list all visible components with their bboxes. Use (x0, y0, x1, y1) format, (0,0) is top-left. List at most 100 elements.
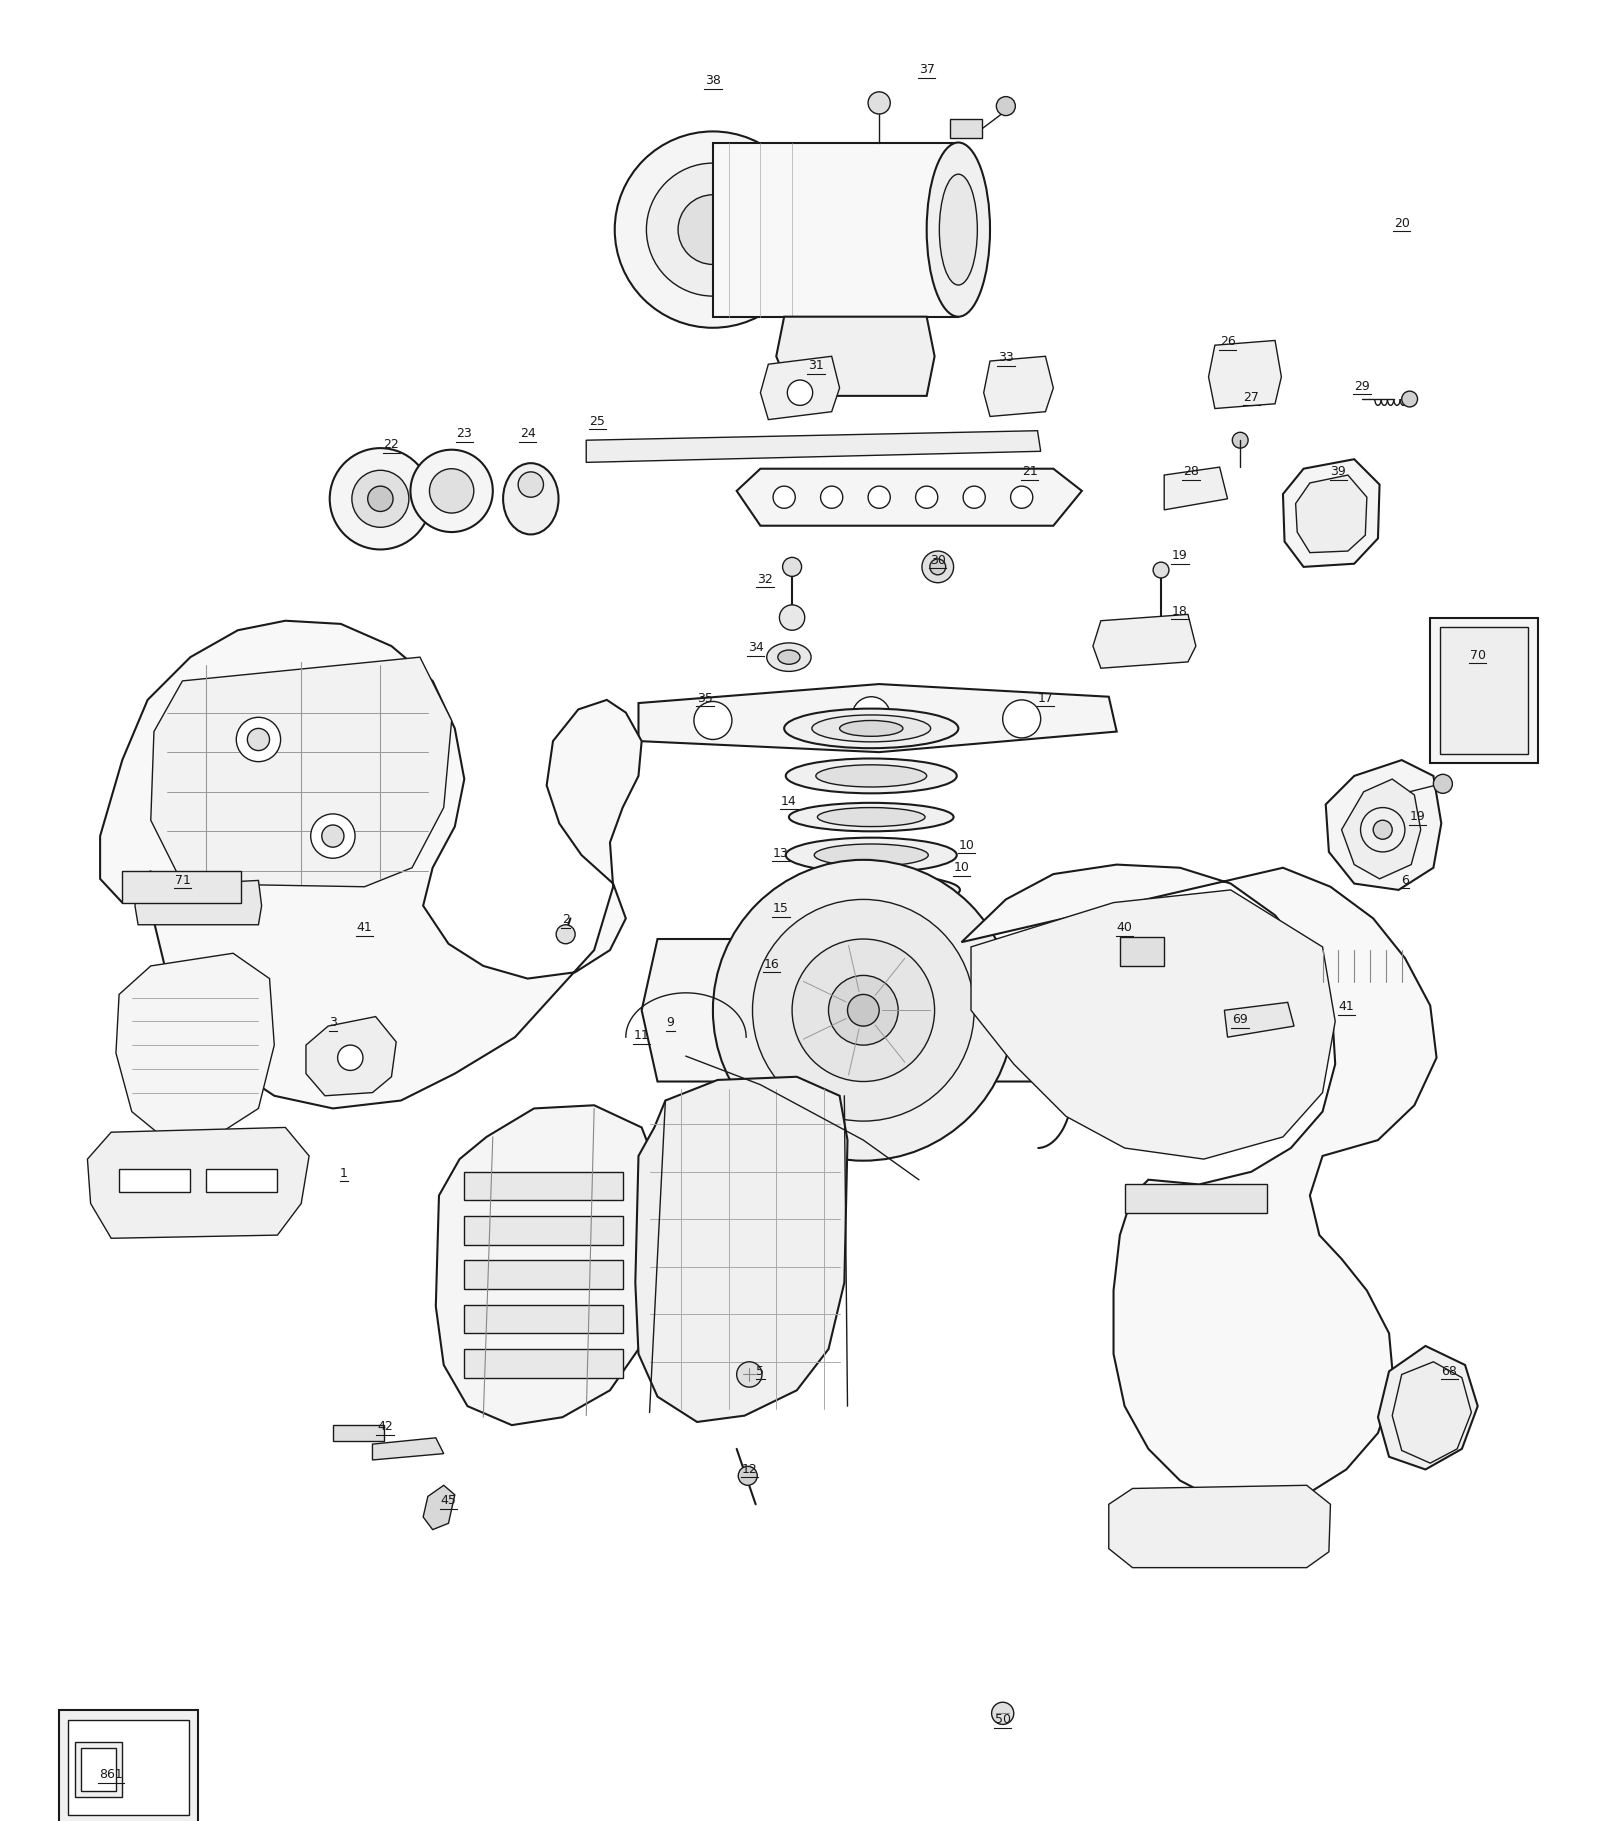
Circle shape (310, 814, 355, 858)
Text: 3: 3 (330, 1016, 338, 1029)
Circle shape (915, 486, 938, 508)
Circle shape (736, 1362, 762, 1388)
Circle shape (782, 557, 802, 577)
Circle shape (1402, 392, 1418, 406)
Text: 32: 32 (757, 574, 773, 586)
Text: 2: 2 (562, 914, 570, 927)
Polygon shape (1326, 759, 1442, 890)
Text: 28: 28 (1182, 464, 1198, 479)
Circle shape (338, 1045, 363, 1071)
Bar (464, 1349, 622, 1378)
Ellipse shape (502, 463, 558, 534)
Polygon shape (1283, 459, 1379, 566)
Circle shape (1434, 774, 1453, 794)
Text: 25: 25 (589, 415, 605, 428)
Circle shape (322, 825, 344, 847)
Circle shape (352, 470, 410, 528)
Text: 6: 6 (1402, 874, 1410, 887)
Polygon shape (1109, 1486, 1331, 1568)
Circle shape (1373, 819, 1392, 839)
Text: 39: 39 (1331, 464, 1346, 479)
Bar (333, 1426, 384, 1440)
Bar (464, 1260, 622, 1289)
Polygon shape (638, 685, 1117, 752)
Text: 41: 41 (357, 921, 373, 934)
Circle shape (821, 486, 843, 508)
Bar (950, 118, 982, 138)
Polygon shape (736, 468, 1082, 526)
Text: 861: 861 (99, 1768, 123, 1781)
Bar (1440, 626, 1528, 754)
Ellipse shape (811, 716, 931, 741)
Polygon shape (150, 657, 451, 887)
Text: 9: 9 (666, 1016, 674, 1029)
Ellipse shape (778, 907, 965, 945)
Circle shape (714, 860, 1014, 1160)
Text: 27: 27 (1243, 392, 1259, 404)
Ellipse shape (840, 721, 902, 736)
Polygon shape (760, 357, 840, 419)
Text: 17: 17 (1037, 692, 1053, 705)
Bar (1430, 617, 1538, 763)
Polygon shape (115, 952, 274, 1140)
Bar (464, 1216, 622, 1244)
Ellipse shape (786, 759, 957, 794)
Text: 22: 22 (384, 439, 400, 452)
Text: 26: 26 (1219, 335, 1235, 348)
Polygon shape (776, 317, 934, 395)
Text: 35: 35 (698, 692, 714, 705)
Text: 11: 11 (634, 1029, 650, 1042)
Circle shape (869, 486, 890, 508)
Polygon shape (1341, 779, 1421, 880)
Circle shape (787, 381, 813, 406)
Text: 41: 41 (1339, 1000, 1354, 1014)
Bar (464, 1171, 622, 1200)
Text: 45: 45 (440, 1495, 456, 1508)
Bar (59, 1710, 198, 1821)
Ellipse shape (939, 175, 978, 286)
Text: 15: 15 (773, 901, 789, 916)
Ellipse shape (811, 880, 931, 900)
Text: 33: 33 (998, 351, 1014, 364)
Text: 16: 16 (763, 958, 779, 971)
Polygon shape (1093, 614, 1195, 668)
Circle shape (411, 450, 493, 532)
Circle shape (368, 486, 394, 512)
Text: 19: 19 (1173, 550, 1187, 563)
Polygon shape (1224, 1002, 1294, 1038)
Polygon shape (422, 1486, 454, 1530)
Circle shape (752, 900, 974, 1122)
Text: 38: 38 (706, 75, 722, 87)
Text: 42: 42 (378, 1420, 394, 1433)
Text: 37: 37 (918, 64, 934, 76)
Polygon shape (586, 432, 1040, 463)
Polygon shape (962, 865, 1437, 1508)
Ellipse shape (926, 142, 990, 317)
Bar (118, 1169, 190, 1193)
Text: 20: 20 (1394, 217, 1410, 229)
Circle shape (646, 164, 779, 297)
Bar (1120, 938, 1165, 965)
Polygon shape (1208, 341, 1282, 408)
Circle shape (779, 605, 805, 630)
Circle shape (848, 994, 878, 1025)
Circle shape (829, 976, 898, 1045)
Circle shape (330, 448, 430, 550)
Circle shape (518, 472, 544, 497)
Text: 69: 69 (1232, 1012, 1248, 1025)
Polygon shape (971, 890, 1336, 1160)
Text: 24: 24 (520, 428, 536, 441)
Text: 18: 18 (1173, 605, 1187, 617)
Bar (69, 1719, 189, 1816)
Polygon shape (373, 1439, 443, 1460)
Text: 30: 30 (930, 554, 946, 566)
Ellipse shape (818, 807, 925, 827)
Circle shape (1003, 699, 1040, 738)
Ellipse shape (778, 650, 800, 665)
Text: 71: 71 (174, 874, 190, 887)
Polygon shape (642, 940, 1085, 1082)
Circle shape (1154, 563, 1170, 577)
Text: 13: 13 (773, 847, 789, 860)
Circle shape (792, 940, 934, 1082)
Text: 29: 29 (1354, 381, 1370, 393)
